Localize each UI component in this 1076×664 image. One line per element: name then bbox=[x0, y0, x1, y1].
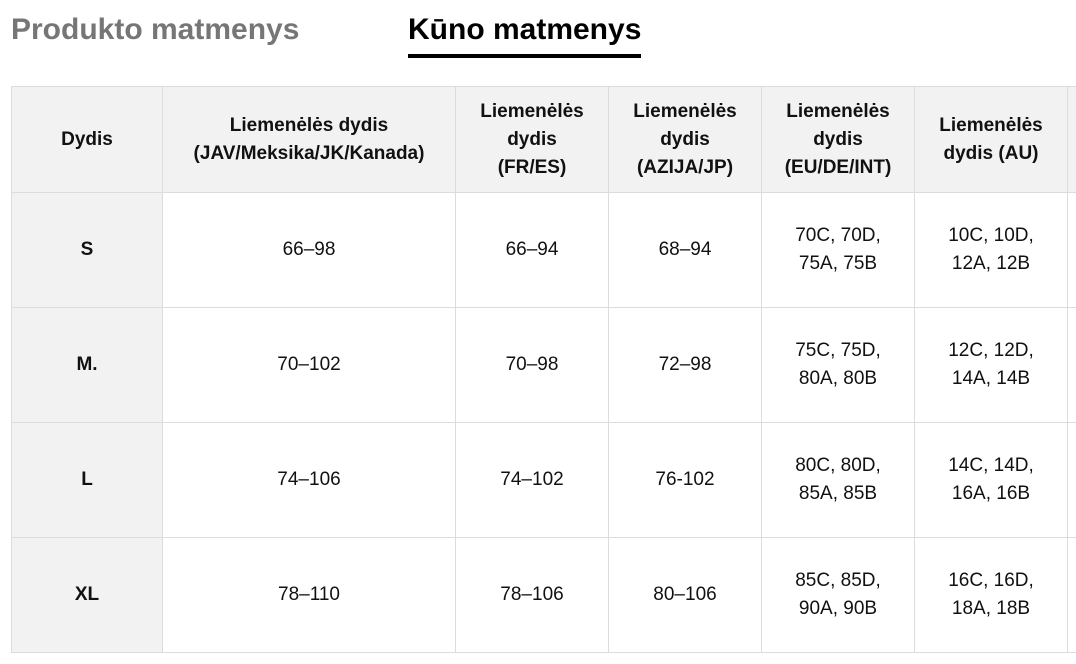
cell-value: 78–110 bbox=[278, 584, 340, 605]
table-cell: 66–94 bbox=[455, 192, 609, 308]
table-cell: 14C, 14D, 16A, 16B bbox=[914, 422, 1068, 538]
table-cell: 66–98 bbox=[162, 192, 456, 308]
table-cell-overflow bbox=[1067, 422, 1076, 538]
cell-value: 72–98 bbox=[658, 354, 712, 375]
cell-value: 70C, 70D, 75A, 75B bbox=[795, 225, 881, 274]
table-cell: 74–106 bbox=[162, 422, 456, 538]
size-label: L bbox=[11, 422, 163, 538]
header-label: Dydis bbox=[61, 128, 113, 150]
cell-value: 76-102 bbox=[655, 469, 715, 490]
table-cell: 10C, 10D, 12A, 12B bbox=[914, 192, 1068, 308]
cell-value: 80C, 80D, 85A, 85B bbox=[795, 455, 881, 504]
table-cell: 68–94 bbox=[608, 192, 762, 308]
table-row: XL 78–110 78–106 80–106 85C, 85D, 90A, 9… bbox=[11, 537, 1076, 653]
cell-value: 66–94 bbox=[505, 239, 559, 260]
table-cell: 78–110 bbox=[162, 537, 456, 653]
header-bra-size-au: Liemenėlės dydis (AU) bbox=[914, 86, 1068, 193]
header-size: Dydis bbox=[11, 86, 163, 193]
table-cell: 76-102 bbox=[608, 422, 762, 538]
size-label: S bbox=[11, 192, 163, 308]
table-cell-overflow bbox=[1067, 192, 1076, 308]
table-cell-overflow bbox=[1067, 307, 1076, 423]
table-cell: 78–106 bbox=[455, 537, 609, 653]
size-chart-container[interactable]: Dydis Liemenėlės dydis (JAV/Meksika/JK/K… bbox=[11, 86, 1076, 654]
cell-value: 10C, 10D, 12A, 12B bbox=[948, 225, 1034, 274]
header-label: Liemenėlės dydis (AZIJA/JP) bbox=[633, 100, 737, 178]
cell-value: 85C, 85D, 90A, 90B bbox=[795, 570, 881, 619]
tab-product-measurements[interactable]: Produkto matmenys bbox=[11, 13, 300, 46]
table-cell-overflow bbox=[1067, 537, 1076, 653]
size-label: M. bbox=[11, 307, 163, 423]
cell-value: 74–102 bbox=[500, 469, 564, 490]
header-overflow-cell bbox=[1067, 86, 1076, 193]
size-chart-table: Dydis Liemenėlės dydis (JAV/Meksika/JK/K… bbox=[11, 86, 1076, 653]
header-label: Liemenėlės dydis (JAV/Meksika/JK/Kanada) bbox=[193, 114, 425, 164]
table-row: M. 70–102 70–98 72–98 75C, 75D, 80A, 80B… bbox=[11, 307, 1076, 423]
cell-value: 78–106 bbox=[500, 584, 564, 605]
header-label: Liemenėlės dydis (EU/DE/INT) bbox=[784, 100, 892, 178]
table-cell: 70C, 70D, 75A, 75B bbox=[761, 192, 915, 308]
header-bra-size-asia: Liemenėlės dydis (AZIJA/JP) bbox=[608, 86, 762, 193]
table-cell: 74–102 bbox=[455, 422, 609, 538]
cell-value: 70–98 bbox=[505, 354, 559, 375]
tab-body-measurements[interactable]: Kūno matmenys bbox=[408, 10, 642, 58]
cell-value: 75C, 75D, 80A, 80B bbox=[795, 340, 881, 389]
table-row: S 66–98 66–94 68–94 70C, 70D, 75A, 75B 1… bbox=[11, 192, 1076, 308]
cell-value: 68–94 bbox=[658, 239, 712, 260]
header-bra-size-eu: Liemenėlės dydis (EU/DE/INT) bbox=[761, 86, 915, 193]
cell-value: 74–106 bbox=[277, 469, 341, 490]
cell-value: 14C, 14D, 16A, 16B bbox=[948, 455, 1034, 504]
table-cell: 85C, 85D, 90A, 90B bbox=[761, 537, 915, 653]
cell-value: 12C, 12D, 14A, 14B bbox=[948, 340, 1034, 389]
table-cell: 12C, 12D, 14A, 14B bbox=[914, 307, 1068, 423]
header-bra-size-fr: Liemenėlės dydis (FR/ES) bbox=[455, 86, 609, 193]
table-cell: 80–106 bbox=[608, 537, 762, 653]
table-cell: 72–98 bbox=[608, 307, 762, 423]
header-bra-size-us: Liemenėlės dydis (JAV/Meksika/JK/Kanada) bbox=[162, 86, 456, 193]
table-cell: 70–102 bbox=[162, 307, 456, 423]
size-label: XL bbox=[11, 537, 163, 653]
table-cell: 80C, 80D, 85A, 85B bbox=[761, 422, 915, 538]
cell-value: 80–106 bbox=[653, 584, 717, 605]
table-row: L 74–106 74–102 76-102 80C, 80D, 85A, 85… bbox=[11, 422, 1076, 538]
table-header-row: Dydis Liemenėlės dydis (JAV/Meksika/JK/K… bbox=[11, 86, 1076, 193]
table-cell: 70–98 bbox=[455, 307, 609, 423]
cell-value: 66–98 bbox=[282, 239, 336, 260]
cell-value: 16C, 16D, 18A, 18B bbox=[948, 570, 1034, 619]
table-cell: 75C, 75D, 80A, 80B bbox=[761, 307, 915, 423]
cell-value: 70–102 bbox=[277, 354, 341, 375]
header-label: Liemenėlės dydis (AU) bbox=[939, 114, 1043, 164]
header-label: Liemenėlės dydis (FR/ES) bbox=[480, 100, 584, 178]
table-cell: 16C, 16D, 18A, 18B bbox=[914, 537, 1068, 653]
